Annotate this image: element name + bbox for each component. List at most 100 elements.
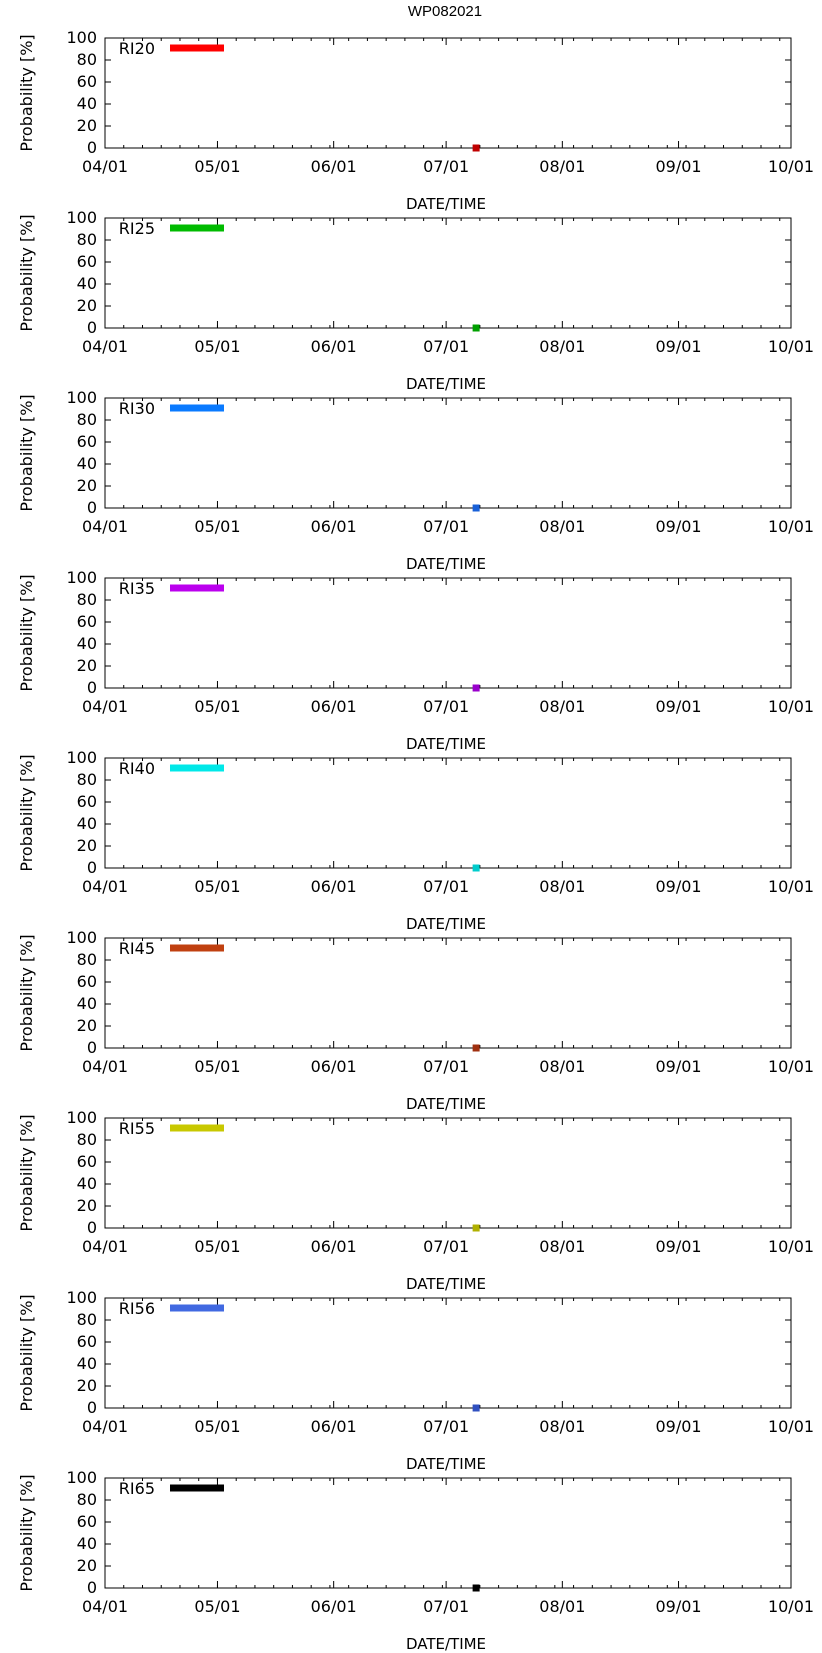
- y-tick-label: 20: [77, 296, 97, 315]
- x-axis-label: DATE/TIME: [406, 555, 486, 573]
- chart-panel-ri30: 0 20 40 60 80 100 04/01 05/01 06/01 07/01 08/01 09/…: [17, 388, 814, 573]
- y-tick-label: 80: [77, 950, 97, 969]
- data-point: [472, 1044, 480, 1052]
- data-point: [472, 1584, 480, 1592]
- x-tick-label: 04/01: [82, 517, 128, 536]
- y-tick-label: 80: [77, 1130, 97, 1149]
- y-tick-label: 0: [87, 1578, 97, 1597]
- legend-label: RI40: [119, 759, 155, 778]
- y-tick-label: 60: [77, 612, 97, 631]
- x-tick-label: 06/01: [311, 877, 357, 896]
- y-tick-label: 40: [77, 994, 97, 1013]
- y-axis-label: Probability [%]: [17, 34, 36, 151]
- plot-frame: [104, 1117, 792, 1229]
- y-tick-label: 0: [87, 498, 97, 517]
- y-tick-label: 40: [77, 814, 97, 833]
- y-axis-label: Probability [%]: [17, 1474, 36, 1591]
- y-tick-label: 60: [77, 1332, 97, 1351]
- y-tick-label: 80: [77, 770, 97, 789]
- y-tick-label: 20: [77, 656, 97, 675]
- y-tick-label: 40: [77, 454, 97, 473]
- chart-panel-ri55: 0 20 40 60 80 100 04/01 05/01 06/01 07/01 08/01 09/…: [17, 1108, 814, 1293]
- data-point: [472, 1404, 480, 1412]
- legend-label: RI56: [119, 1299, 155, 1318]
- y-axis-label: Probability [%]: [17, 934, 36, 1051]
- x-axis-label: DATE/TIME: [406, 1095, 486, 1113]
- x-tick-label: 08/01: [539, 877, 585, 896]
- x-tick-label: 07/01: [423, 697, 469, 716]
- x-tick-label: 05/01: [194, 877, 240, 896]
- x-tick-label: 10/01: [768, 877, 814, 896]
- x-tick-label: 09/01: [655, 1417, 701, 1436]
- chart-panel-ri20: 0 20 40 60 80 100 04/01 05/01 06/01 07/01 08/01 09/…: [17, 28, 814, 213]
- y-tick-label: 100: [66, 28, 97, 47]
- y-axis-label: Probability [%]: [17, 754, 36, 871]
- x-tick-label: 04/01: [82, 1417, 128, 1436]
- data-point: [472, 864, 480, 872]
- y-tick-label: 100: [66, 388, 97, 407]
- legend-label: RI30: [119, 399, 155, 418]
- x-tick-label: 04/01: [82, 1597, 128, 1616]
- y-tick-label: 60: [77, 432, 97, 451]
- y-tick-label: 20: [77, 836, 97, 855]
- data-point: [472, 684, 480, 692]
- x-tick-label: 10/01: [768, 337, 814, 356]
- x-tick-label: 05/01: [194, 157, 240, 176]
- y-tick-label: 0: [87, 138, 97, 157]
- x-tick-label: 08/01: [539, 697, 585, 716]
- chart-panel-ri25: 0 20 40 60 80 100 04/01 05/01 06/01 07/01 08/01 09/…: [17, 208, 814, 393]
- y-tick-label: 60: [77, 972, 97, 991]
- y-axis-label: Probability [%]: [17, 214, 36, 331]
- y-tick-label: 80: [77, 1490, 97, 1509]
- y-tick-label: 20: [77, 1016, 97, 1035]
- x-tick-label: 08/01: [539, 157, 585, 176]
- y-tick-label: 100: [66, 928, 97, 947]
- x-tick-label: 07/01: [423, 337, 469, 356]
- x-tick-label: 06/01: [311, 1417, 357, 1436]
- x-axis-label: DATE/TIME: [406, 1275, 486, 1293]
- y-tick-label: 80: [77, 50, 97, 69]
- x-axis-label: DATE/TIME: [406, 915, 486, 933]
- y-tick-label: 0: [87, 858, 97, 877]
- x-tick-label: 07/01: [423, 157, 469, 176]
- x-tick-label: 10/01: [768, 1237, 814, 1256]
- x-tick-label: 04/01: [82, 697, 128, 716]
- x-tick-label: 10/01: [768, 1057, 814, 1076]
- y-tick-label: 20: [77, 476, 97, 495]
- y-tick-label: 40: [77, 1354, 97, 1373]
- x-axis-label: DATE/TIME: [406, 1455, 486, 1473]
- y-tick-label: 20: [77, 116, 97, 135]
- data-point: [472, 324, 480, 332]
- x-axis-label: DATE/TIME: [406, 1635, 486, 1653]
- chart-panel-ri65: 0 20 40 60 80 100 04/01 05/01 06/01 07/01 08/01 09/…: [17, 1468, 814, 1653]
- y-tick-label: 100: [66, 568, 97, 587]
- x-tick-label: 10/01: [768, 1597, 814, 1616]
- plot-frame: [104, 1297, 792, 1409]
- chart-panel-ri35: 0 20 40 60 80 100 04/01 05/01 06/01 07/01 08/01 09/…: [17, 568, 814, 753]
- plot-frame: [104, 37, 792, 149]
- x-tick-label: 05/01: [194, 1057, 240, 1076]
- legend-label: RI25: [119, 219, 155, 238]
- figure-title: WP082021: [408, 3, 482, 20]
- y-tick-label: 20: [77, 1556, 97, 1575]
- chart-panel-ri40: 0 20 40 60 80 100 04/01 05/01 06/01 07/01 08/01 09/…: [17, 748, 814, 933]
- y-tick-label: 0: [87, 1218, 97, 1237]
- y-tick-label: 100: [66, 1468, 97, 1487]
- x-tick-label: 08/01: [539, 1237, 585, 1256]
- plot-frame: [104, 397, 792, 509]
- x-tick-label: 05/01: [194, 517, 240, 536]
- y-tick-label: 60: [77, 1512, 97, 1531]
- y-tick-label: 20: [77, 1196, 97, 1215]
- x-tick-label: 10/01: [768, 517, 814, 536]
- x-tick-label: 05/01: [194, 1417, 240, 1436]
- y-axis-label: Probability [%]: [17, 394, 36, 511]
- legend-label: RI20: [119, 39, 155, 58]
- legend-label: RI55: [119, 1119, 155, 1138]
- y-tick-label: 40: [77, 634, 97, 653]
- plot-frame: [104, 577, 792, 689]
- x-tick-label: 05/01: [194, 337, 240, 356]
- x-tick-label: 04/01: [82, 877, 128, 896]
- y-tick-label: 0: [87, 1398, 97, 1417]
- y-tick-label: 0: [87, 1038, 97, 1057]
- x-tick-label: 06/01: [311, 157, 357, 176]
